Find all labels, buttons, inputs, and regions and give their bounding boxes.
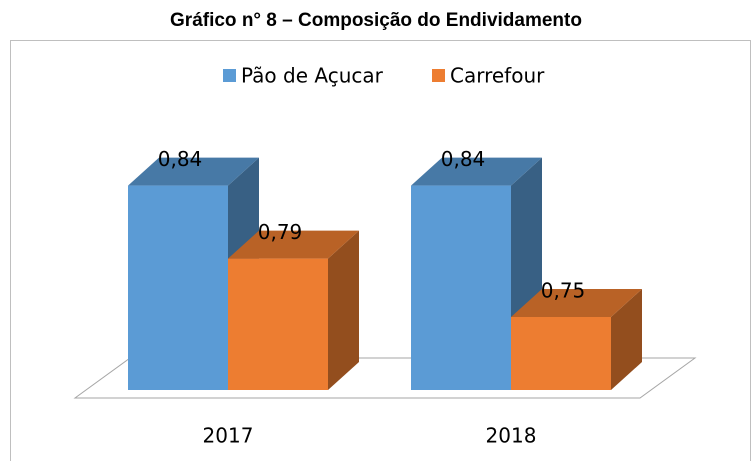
data-label: 0,75 [541,279,586,303]
bar-top [411,157,542,186]
data-label: 0,84 [441,147,486,171]
bar-top [228,230,359,259]
data-label: 0,79 [258,220,303,244]
legend-swatch [432,69,445,82]
bar [228,258,328,390]
bar [411,185,511,390]
bar-side [328,230,359,390]
x-tick-label: 2017 [203,424,254,448]
bar [511,317,611,390]
x-tick-label: 2018 [486,424,537,448]
chart-title: Gráfico n° 8 – Composição do Endividamen… [170,10,582,31]
bar-side [611,289,642,390]
chart-border [10,40,751,461]
data-label: 0,84 [158,147,203,171]
legend-swatch [223,69,236,82]
legend-label: Carrefour [450,64,545,88]
bar-top [511,289,642,317]
legend-label: Pão de Açucar [241,64,384,88]
bar [128,185,228,390]
bar-top [128,157,259,186]
